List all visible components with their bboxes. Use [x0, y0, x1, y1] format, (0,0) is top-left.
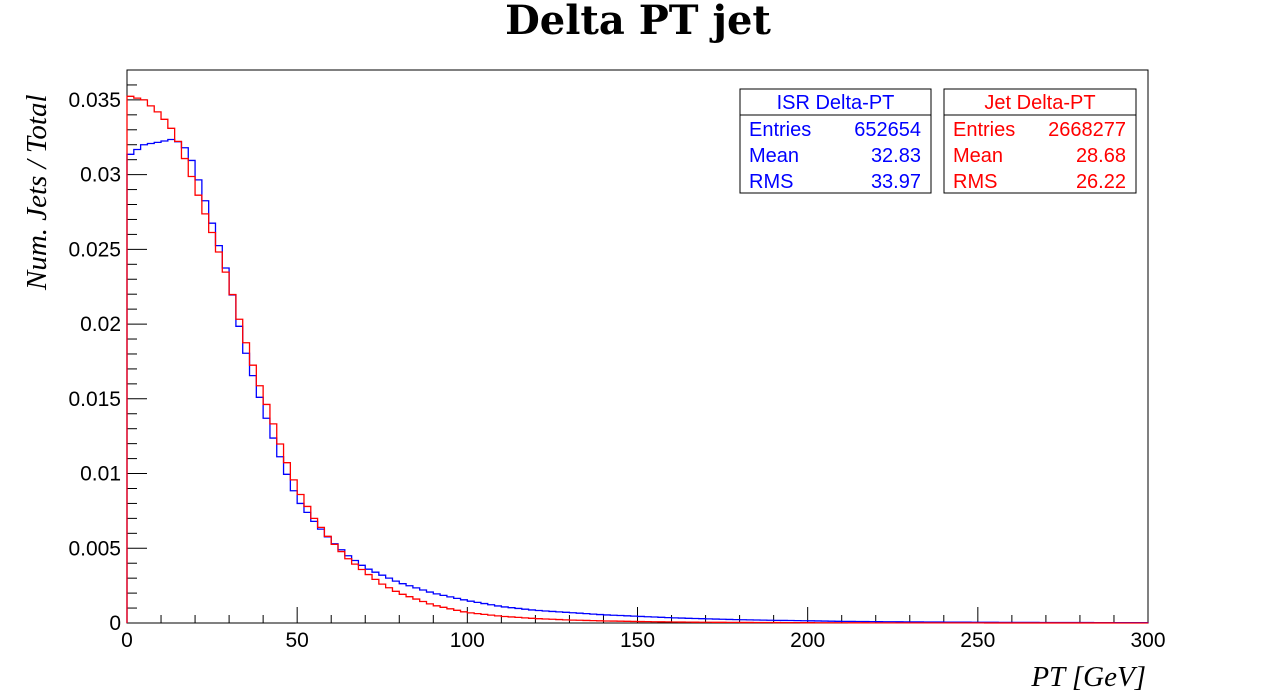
- y-tick-label: 0.025: [68, 238, 121, 261]
- y-tick-label: 0.02: [80, 313, 121, 336]
- series-line-1: [126, 95, 1149, 624]
- x-tick-label: 300: [1130, 629, 1165, 652]
- x-axis: 0 50 100 150 200 250 300: [121, 607, 1166, 652]
- stat-label: RMS: [953, 171, 997, 193]
- chart-title: Delta PT jet: [505, 0, 771, 44]
- stat-label: Mean: [749, 145, 799, 167]
- x-tick-label: 100: [450, 629, 485, 652]
- stat-value: 28.68: [1076, 145, 1126, 167]
- y-axis: 0 0.005 0.01 0.015 0.02 0.025 0.03 0.035: [68, 84, 147, 635]
- stat-label: Entries: [749, 119, 811, 141]
- y-tick-label: 0.03: [80, 164, 121, 187]
- stat-value: 33.97: [871, 171, 921, 193]
- stat-box-frame: [943, 88, 1137, 194]
- stat-label: Mean: [953, 145, 1003, 167]
- y-tick-label: 0.015: [68, 388, 121, 411]
- series-line-0: [126, 138, 1149, 624]
- stat-box-title: ISR Delta-PT: [777, 92, 895, 114]
- stat-value: 32.83: [871, 145, 921, 167]
- y-tick-label: 0.01: [80, 463, 121, 486]
- stat-label: RMS: [749, 171, 793, 193]
- stat-box-0: ISR Delta-PT Entries 652654 Mean 32.83 RMS 33.…: [739, 88, 932, 194]
- x-tick-label: 250: [960, 629, 995, 652]
- stat-box-title: Jet Delta-PT: [984, 92, 1095, 114]
- stat-value: 652654: [854, 119, 921, 141]
- y-tick-label: 0.005: [68, 537, 121, 560]
- legend-stat-boxes: ISR Delta-PT Entries 652654 Mean 32.83 RMS 33.…: [739, 88, 1137, 194]
- x-tick-label: 0: [121, 629, 133, 652]
- x-tick-label: 50: [285, 629, 308, 652]
- x-tick-label: 200: [790, 629, 825, 652]
- y-axis-title: Num. Jets / Total: [21, 94, 53, 291]
- y-tick-label: 0: [109, 612, 121, 635]
- x-tick-label: 150: [620, 629, 655, 652]
- stat-label: Entries: [953, 119, 1015, 141]
- stat-box-1: Jet Delta-PT Entries 2668277 Mean 28.68 RMS 26…: [943, 88, 1137, 194]
- series-layer: [126, 95, 1149, 624]
- stat-box-frame: [739, 88, 932, 194]
- y-tick-label: 0.035: [68, 89, 121, 112]
- x-axis-title: PT [GeV]: [1030, 661, 1146, 692]
- stat-value: 26.22: [1076, 171, 1126, 193]
- stat-value: 2668277: [1048, 119, 1126, 141]
